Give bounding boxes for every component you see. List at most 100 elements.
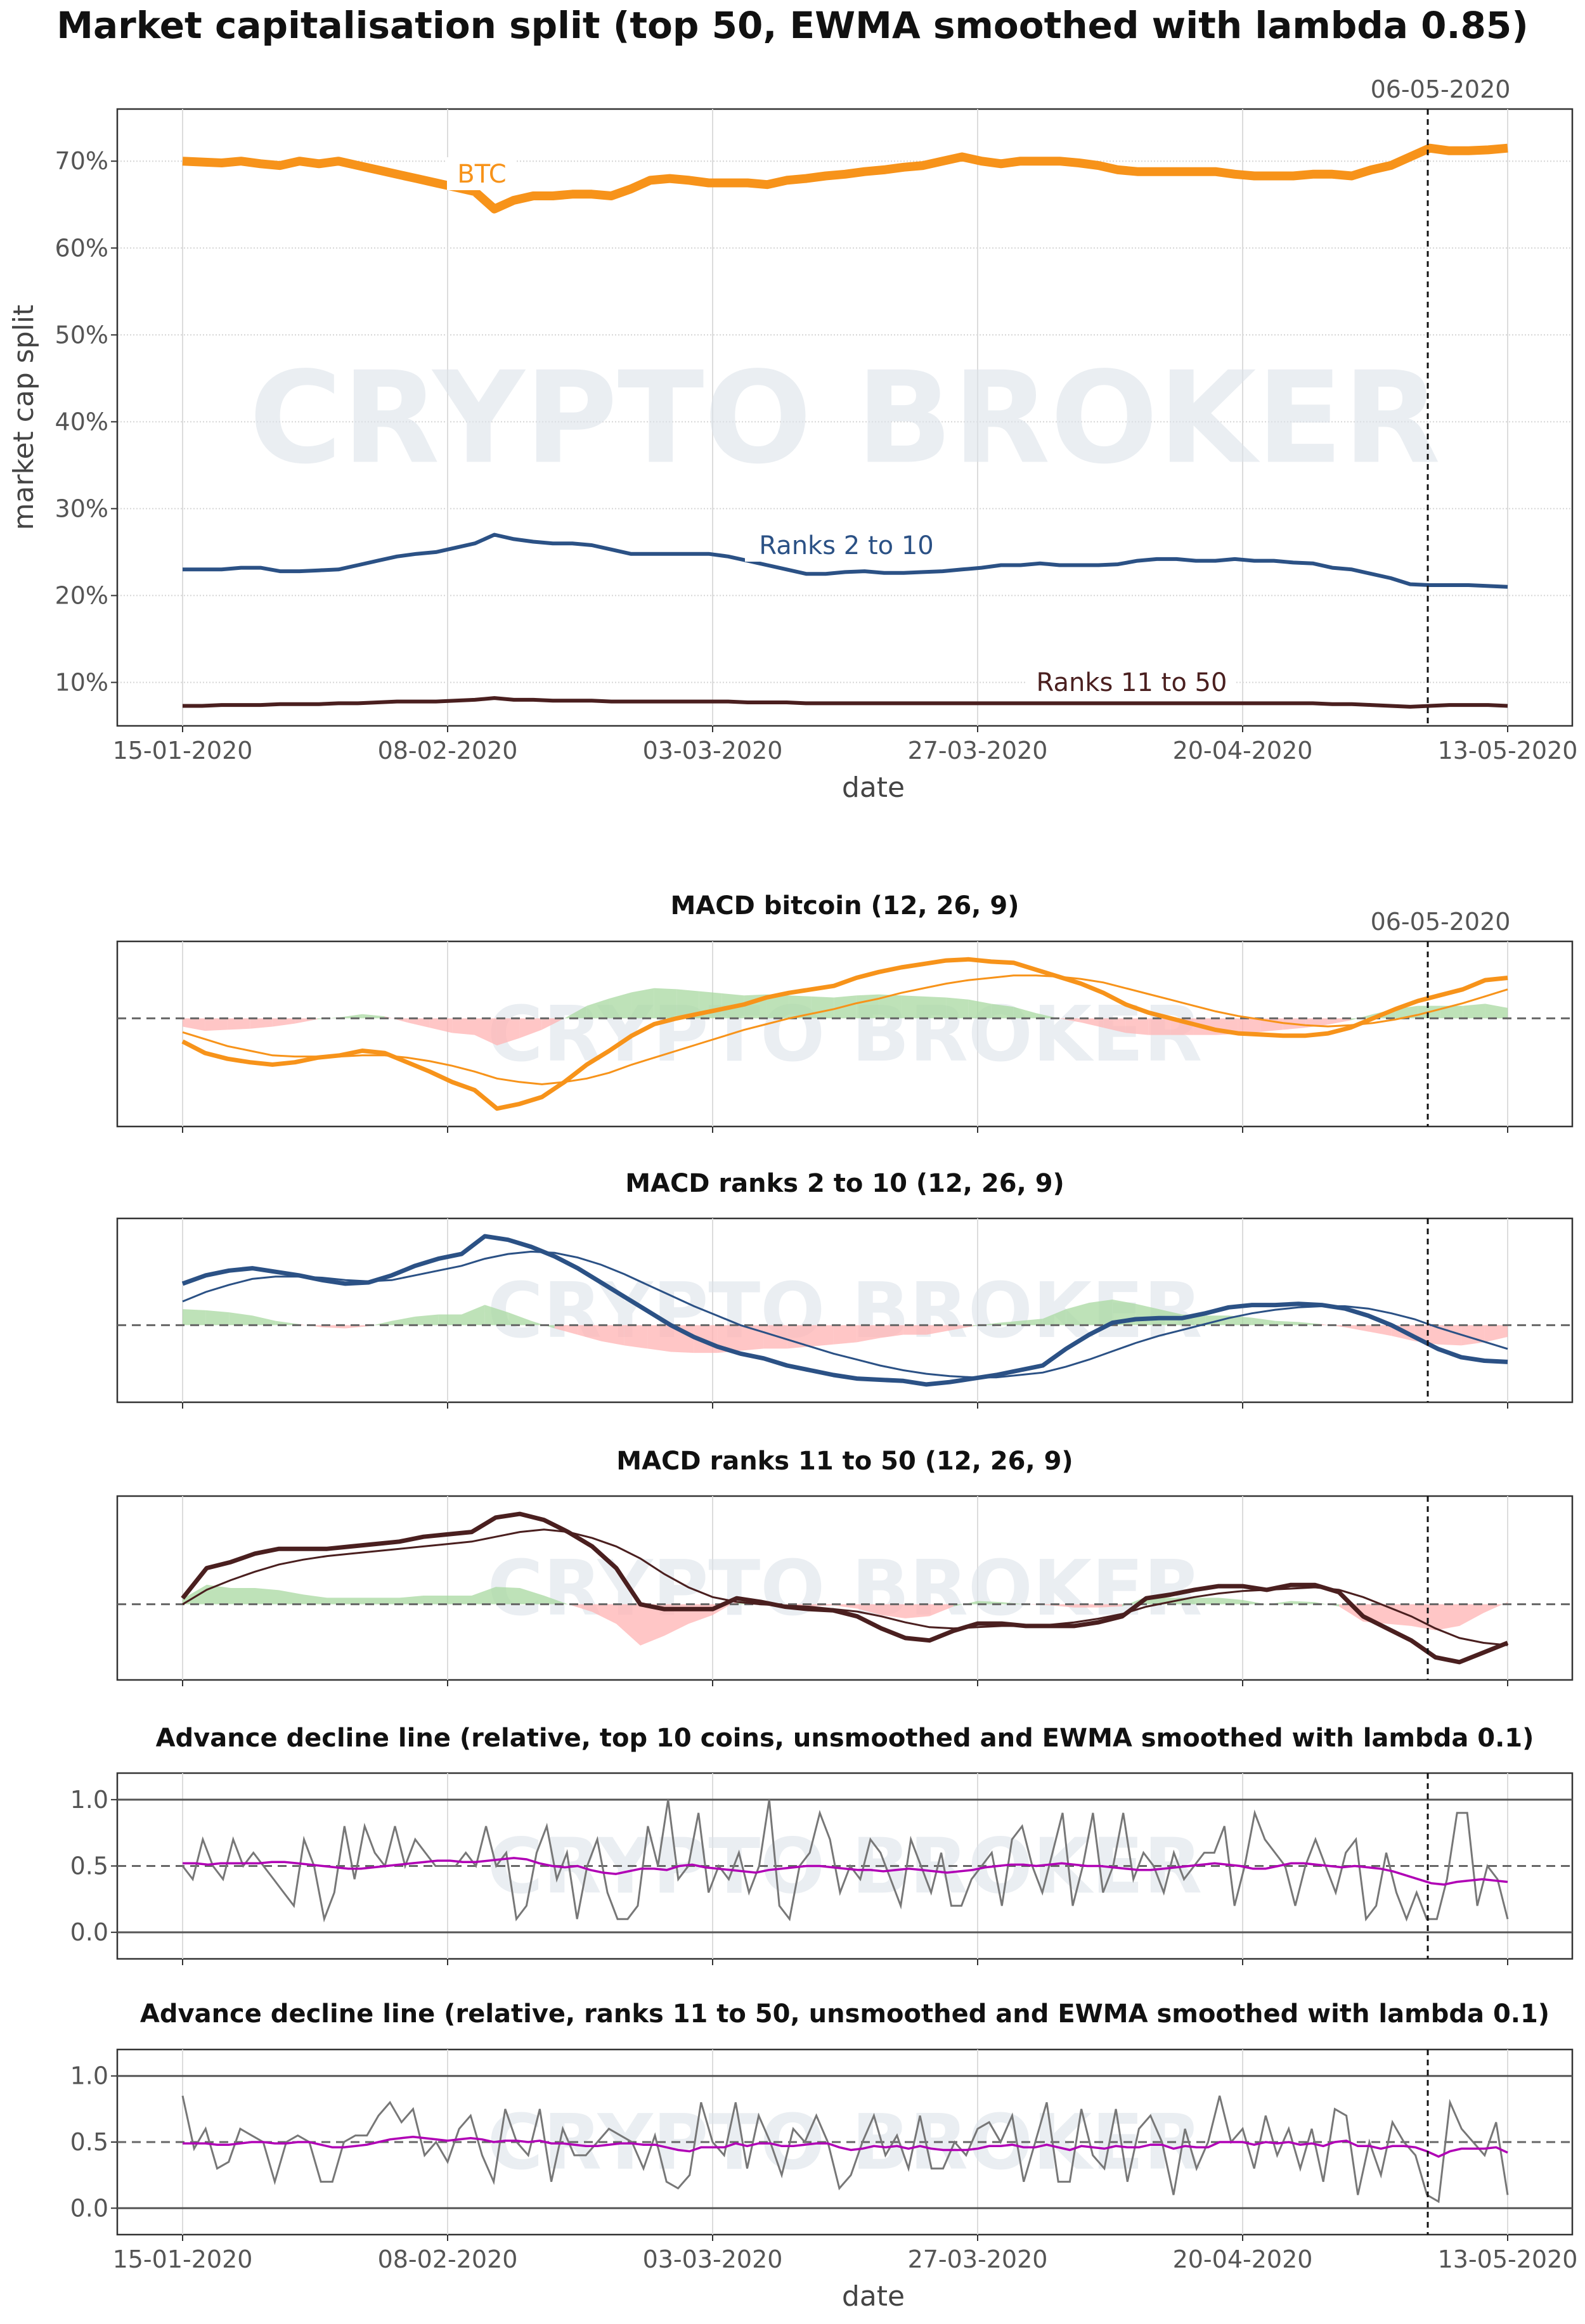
histogram-area (1219, 1598, 1243, 1604)
panel-title: Advance decline line (relative, top 10 c… (156, 1724, 1534, 1753)
histogram-area (857, 1325, 880, 1343)
series-label: Ranks 11 to 50 (1037, 668, 1227, 697)
histogram-area (810, 1325, 834, 1347)
marker-label: 06-05-2020 (1371, 908, 1511, 936)
histogram-area (1459, 1604, 1484, 1626)
y-tick-label: 0.0 (70, 2194, 108, 2222)
histogram-area (1066, 1303, 1089, 1326)
x-tick-label: 03-03-2020 (643, 737, 783, 765)
x-tick-label: 15-01-2020 (113, 2245, 253, 2273)
histogram-area (926, 1325, 950, 1335)
histogram-area (881, 1604, 905, 1618)
series-label-backing (1027, 666, 1236, 699)
watermark-text: CRYPTO BROKER (249, 345, 1440, 493)
x-tick-label: 13-05-2020 (1438, 737, 1578, 765)
series-line-2 (183, 533, 1508, 589)
histogram-area (811, 996, 834, 1019)
histogram-area (954, 1601, 978, 1607)
histogram-area (183, 1584, 207, 1604)
histogram-area (392, 1316, 415, 1326)
histogram-area (996, 1320, 1019, 1326)
histogram-area (327, 1598, 351, 1604)
histogram-area (252, 1315, 276, 1326)
histogram-area (923, 996, 947, 1019)
panel-title: MACD ranks 11 to 50 (12, 26, 9) (616, 1447, 1073, 1476)
signal-line (182, 974, 1508, 1085)
smoothed-line (183, 1857, 1508, 1886)
histogram-area (279, 1590, 303, 1604)
histogram-area (496, 1018, 520, 1046)
histogram-area (1229, 1315, 1252, 1326)
histogram-area (205, 1310, 230, 1326)
histogram-area (880, 1325, 903, 1338)
histogram-area (272, 1018, 295, 1027)
histogram-area (362, 1014, 385, 1019)
unsmoothed-line (181, 1799, 1509, 1923)
histogram-area (950, 1325, 973, 1331)
plot-frame (116, 1495, 1574, 1681)
histogram-area (568, 1604, 592, 1612)
marker-label: 06-05-2020 (1371, 75, 1511, 103)
histogram-area (1485, 1004, 1508, 1019)
histogram-area (647, 1325, 671, 1352)
histogram-area (1291, 1601, 1315, 1604)
histogram-area (1042, 1309, 1066, 1326)
y-tick-label: 60% (55, 234, 108, 262)
histogram-area (399, 1595, 424, 1604)
histogram-area (520, 1588, 544, 1604)
histogram-area (601, 1325, 624, 1346)
y-tick-label: 0.5 (70, 1852, 108, 1880)
histogram-area (654, 988, 677, 1019)
x-axis-label: date (842, 2280, 905, 2313)
histogram-area (207, 1584, 231, 1604)
histogram-area (1194, 1598, 1219, 1604)
histogram-area (789, 995, 812, 1019)
series-label: BTC (457, 160, 506, 189)
histogram-area (205, 1018, 228, 1031)
x-tick-label: 08-02-2020 (378, 737, 518, 765)
histogram-area (1148, 1018, 1171, 1035)
histogram-area (484, 1305, 508, 1326)
histogram-area (1345, 1325, 1368, 1332)
histogram-area (1440, 1005, 1463, 1019)
histogram-area (592, 1604, 616, 1624)
histogram-area (424, 1595, 448, 1604)
histogram-area (767, 994, 789, 1019)
histogram-area (1484, 1325, 1508, 1343)
histogram-area (833, 1604, 857, 1609)
histogram-area (1350, 1014, 1373, 1021)
histogram-area (624, 1325, 648, 1349)
histogram-area (903, 1325, 927, 1335)
histogram-area (531, 1320, 555, 1329)
histogram-area (227, 1018, 250, 1030)
y-tick-label: 40% (55, 408, 108, 436)
y-tick-label: 10% (55, 668, 108, 696)
histogram-area (1463, 1004, 1485, 1019)
histogram-area (255, 1588, 279, 1604)
histogram-area (833, 1325, 857, 1345)
y-tick-label: 0.5 (70, 2128, 108, 2156)
histogram-area (856, 994, 879, 1019)
histogram-area (901, 995, 924, 1019)
histogram-area (544, 1595, 568, 1604)
histogram-area (452, 1018, 475, 1035)
histogram-area (631, 988, 654, 1019)
histogram-area (250, 1018, 273, 1029)
x-axis-label: date (842, 771, 905, 804)
histogram-area (564, 1005, 587, 1019)
panel-title: MACD bitcoin (12, 26, 9) (671, 891, 1019, 920)
histogram-area (508, 1312, 531, 1326)
x-tick-label: 20-04-2020 (1173, 2245, 1313, 2273)
histogram-area (275, 1320, 299, 1326)
histogram-area (1243, 1599, 1267, 1604)
series-label: Ranks 2 to 10 (759, 531, 933, 560)
y-tick-label: 20% (55, 581, 108, 609)
series-line-3 (183, 696, 1508, 709)
histogram-area (929, 1604, 954, 1617)
histogram-area (1275, 1320, 1298, 1326)
histogram-area (519, 1018, 542, 1038)
histogram-area (1368, 1325, 1392, 1336)
histogram-area (1125, 1018, 1149, 1035)
histogram-area (586, 998, 610, 1019)
